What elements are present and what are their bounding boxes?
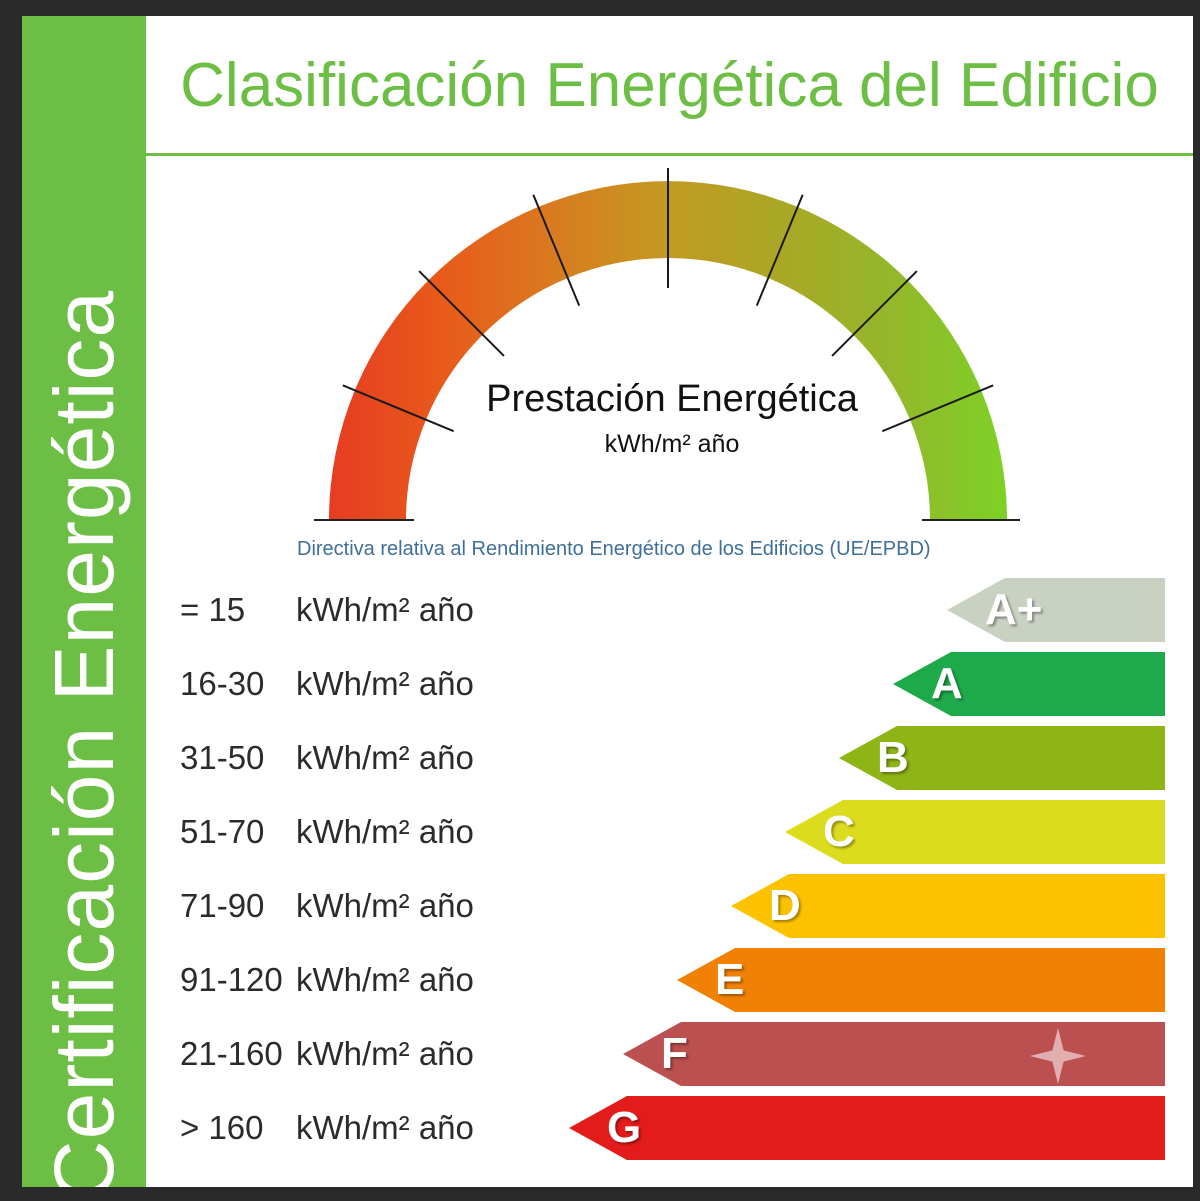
rating-unit: kWh/m² año (296, 591, 474, 628)
rating-range: 16-30 (180, 665, 265, 702)
rating-unit: kWh/m² año (296, 665, 474, 702)
rating-range-row: 71-90 kWh/m² año (180, 886, 474, 926)
rating-range-row: 21-160 kWh/m² año (180, 1034, 474, 1074)
rating-letter: F (661, 1029, 688, 1078)
rating-range-row: 51-70 kWh/m² año (180, 812, 474, 852)
rating-unit: kWh/m² año (296, 887, 474, 924)
rating-bar (569, 1096, 1165, 1160)
rating-bar (839, 726, 1165, 790)
rating-unit: kWh/m² año (296, 1109, 474, 1146)
rating-letter: E (715, 955, 745, 1004)
rating-unit: kWh/m² año (296, 961, 474, 998)
gauge-tick (532, 194, 581, 307)
rating-range-row: 91-120 kWh/m² año (180, 960, 474, 1000)
rating-range-row: > 160 kWh/m² año (180, 1108, 474, 1148)
rating-unit: kWh/m² año (296, 813, 474, 850)
gauge-tick (342, 384, 455, 433)
gauge-tick (755, 194, 804, 307)
rating-range-row: 16-30 kWh/m² año (180, 664, 474, 704)
rating-unit: kWh/m² año (296, 739, 474, 776)
rating-bar (623, 1022, 1165, 1086)
rating-unit: kWh/m² año (296, 1035, 474, 1072)
gauge-ticks (342, 168, 994, 433)
gauge-arc (329, 181, 1007, 520)
title-divider (146, 153, 1193, 156)
rating-bar (947, 578, 1165, 642)
rating-range-row: = 15 kWh/m² año (180, 590, 474, 630)
rating-range: > 160 (180, 1109, 264, 1146)
gauge-unit: kWh/m² año (604, 430, 740, 458)
rating-letter: B (877, 733, 909, 782)
rating-range: 31-50 (180, 739, 265, 776)
rating-range: 51-70 (180, 813, 265, 850)
rating-bar (677, 948, 1165, 1012)
gauge-tick (418, 270, 505, 357)
gauge-tick (831, 270, 918, 357)
rating-bar (785, 800, 1165, 864)
rating-letter: A+ (985, 585, 1043, 634)
performance-gauge (314, 168, 1020, 521)
energy-certificate-card: Certificación Energética Clasificación E… (22, 16, 1193, 1187)
rating-letter: G (607, 1103, 642, 1152)
rating-letter: D (769, 881, 801, 930)
rating-range: 71-90 (180, 887, 265, 924)
side-banner: Certificación Energética (22, 16, 146, 1187)
rating-range: 91-120 (180, 961, 283, 998)
gauge-tick (881, 384, 994, 433)
directive-note: Directiva relativa al Rendimiento Energé… (297, 538, 931, 560)
gauge-title: Prestación Energética (486, 378, 858, 420)
rating-range-row: 31-50 kWh/m² año (180, 738, 474, 778)
page-title: Clasificación Energética del Edificio (180, 50, 1159, 120)
rating-letter: C (823, 807, 855, 856)
rating-letter: A (931, 659, 963, 708)
rating-range: = 15 (180, 591, 246, 628)
rating-bar (731, 874, 1165, 938)
rating-bar (893, 652, 1165, 716)
rating-range: 21-160 (180, 1035, 283, 1072)
